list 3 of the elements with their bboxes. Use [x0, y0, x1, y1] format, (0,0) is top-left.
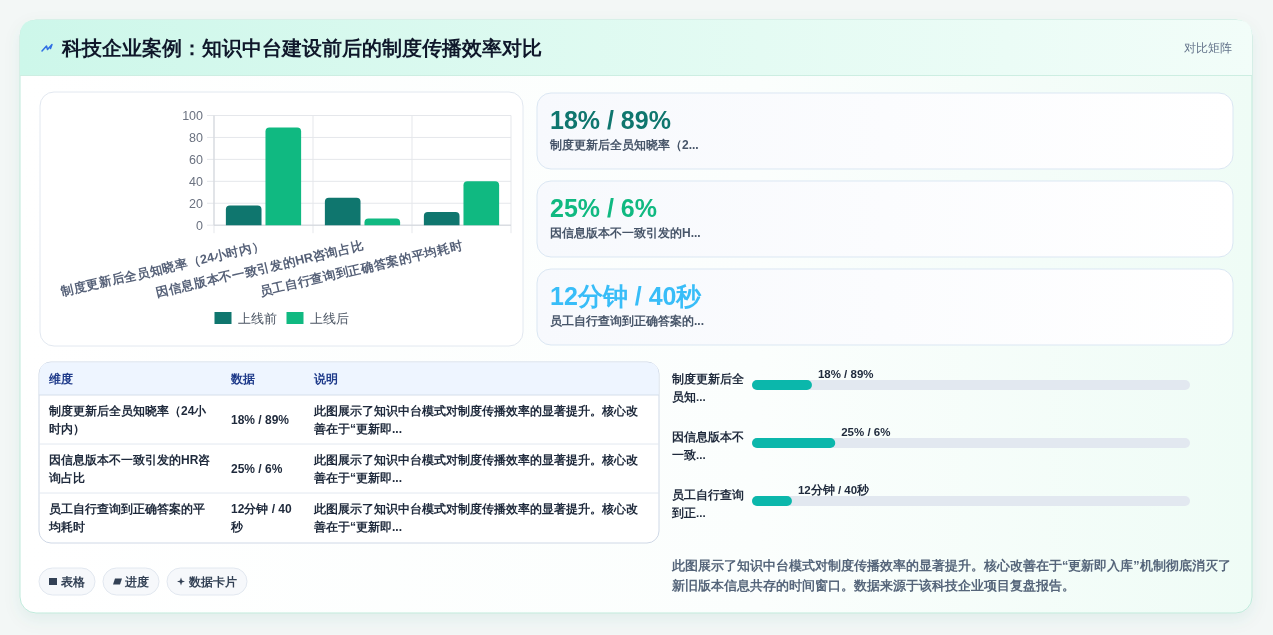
note: 此图展示了知识中台模式对制度传播效率的显著提升。核心改善在于“更新即入库”机制彻底消灭了新旧版本信息共存的时间窗口。数据来源于该科技企业项目复盘报告。 — [672, 559, 1231, 593]
tag: 对比矩阵 — [1184, 41, 1232, 55]
title: 科技企业案例：知识中台建设前后的制度传播效率对比 — [62, 37, 542, 59]
